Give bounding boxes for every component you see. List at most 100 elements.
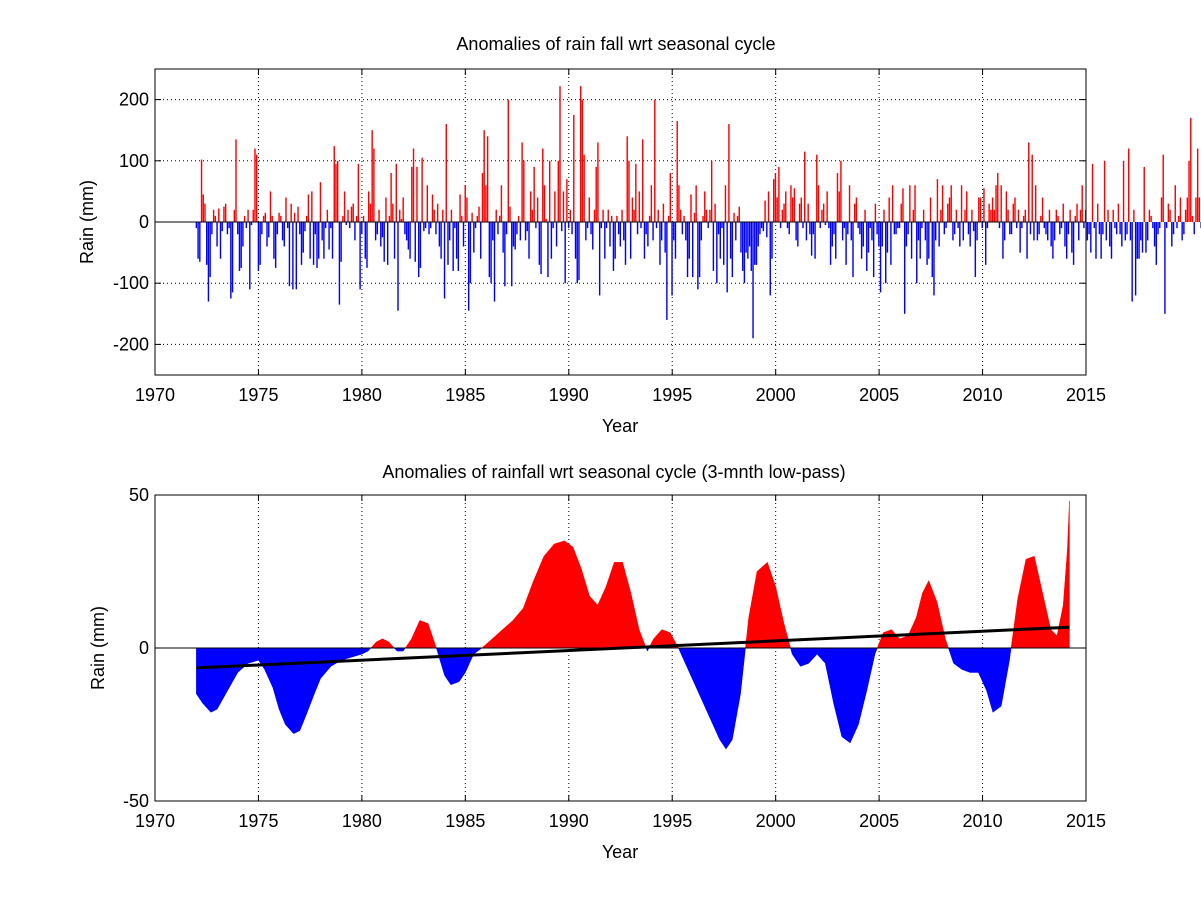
anomaly-bar [695,185,697,222]
anomaly-bar [648,215,651,222]
anomaly-bar [545,218,547,222]
anomaly-bar [452,222,454,271]
anomaly-bar [231,222,234,293]
anomaly-bar [524,222,527,241]
anomaly-bar [1090,222,1092,253]
area-chart-ylabel: Rain (mm) [88,606,108,690]
anomaly-bar [492,222,494,241]
anomaly-bar [1060,222,1063,229]
anomaly-bar [714,203,716,222]
anomaly-bar [293,212,296,222]
anomaly-bar [735,222,737,241]
anomaly-bar [454,222,456,229]
area-chart-ytick-label: -50 [123,791,149,811]
anomaly-bar [676,121,678,222]
anomaly-bar [771,222,773,259]
anomaly-bar [821,209,823,222]
bar-chart-ytick-label: 0 [139,212,149,232]
anomaly-bar [988,203,990,222]
anomaly-bar [948,197,951,222]
anomaly-bar [929,197,932,222]
anomaly-bar [917,222,920,241]
anomaly-bar [1195,197,1197,222]
anomaly-bar [276,222,279,235]
anomaly-bar [211,222,213,235]
anomaly-bar [693,212,696,222]
anomaly-bar [817,185,820,222]
anomaly-bar [993,209,996,222]
anomaly-bar [1153,222,1156,247]
anomaly-bar [1002,222,1004,259]
anomaly-bar [928,222,930,259]
anomaly-bar [455,222,458,259]
anomaly-bar [283,222,285,247]
anomaly-bar [681,222,684,235]
anomaly-bar [643,222,646,259]
anomaly-bar [585,222,587,241]
bar-chart-bars [195,86,1201,339]
bar-chart-title: Anomalies of rain fall wrt seasonal cycl… [456,34,775,54]
anomaly-bar [914,185,916,222]
anomaly-bar [228,222,230,229]
anomaly-bar [471,212,473,222]
anomaly-bar [331,222,334,259]
anomaly-bar [864,209,866,222]
anomaly-bar [514,222,516,250]
anomaly-bar [800,197,802,222]
anomaly-bar [474,222,477,229]
anomaly-bar [723,222,725,265]
anomaly-bar [838,191,840,222]
anomaly-bar [707,222,709,229]
anomaly-bar [764,200,766,222]
anomaly-bar [931,222,933,278]
anomaly-bar [318,222,320,259]
anomaly-bar [1083,222,1085,229]
anomaly-bar [1098,222,1101,235]
anomaly-bar [202,194,204,222]
anomaly-bar [261,222,263,235]
anomaly-bar [774,173,777,222]
anomaly-bar [995,185,997,222]
anomaly-bar [867,222,870,253]
anomaly-bar [804,151,806,222]
anomaly-bar [624,222,627,265]
anomaly-bar [1067,222,1070,235]
anomaly-bar [1024,209,1027,222]
anomaly-bar [898,222,901,229]
anomaly-bar [440,222,442,259]
bar-chart-xtick-label: 2010 [963,385,1003,405]
anomaly-bar [593,209,596,222]
anomaly-bar [616,215,618,222]
anomaly-bar [1107,209,1109,222]
anomaly-bar [395,163,397,222]
anomaly-bar [426,185,429,222]
anomaly-bar [502,222,504,253]
anomaly-bar [1045,222,1047,235]
anomaly-bar [536,197,539,222]
anomaly-bar [262,215,265,222]
anomaly-bar [900,203,902,222]
anomaly-bar [480,222,482,259]
anomaly-bar [683,215,685,222]
anomaly-bar [909,185,911,222]
anomaly-bar [1017,209,1020,222]
anomaly-bar [1140,222,1142,241]
anomaly-bar [566,179,568,222]
anomaly-bar [860,222,863,259]
anomaly-bar [542,148,544,222]
anomaly-bar [690,194,692,222]
anomaly-bar [1181,222,1183,241]
anomaly-bar [571,222,573,235]
anomaly-bar [635,163,637,222]
anomaly-bar [204,203,206,222]
anomaly-bar [380,222,382,247]
anomaly-bar [197,222,199,259]
anomaly-bar [407,222,410,250]
anomaly-bar [505,222,508,235]
anomaly-bar [485,185,487,222]
anomaly-bar [759,222,761,235]
anomaly-bar [947,203,949,222]
anomaly-bar [535,222,537,229]
anomaly-bar [678,185,680,222]
anomaly-bar [1174,185,1176,222]
